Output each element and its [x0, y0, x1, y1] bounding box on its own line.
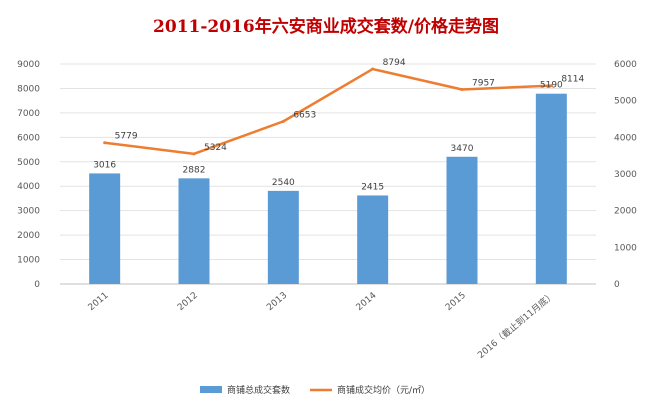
left-tick-label: 1000 [17, 256, 40, 266]
bar [267, 190, 299, 284]
right-tick-label: 3000 [614, 170, 637, 180]
bar [357, 195, 389, 284]
left-tick-label: 8000 [17, 84, 40, 94]
line-data-labels: 5779 5324 6653 8794 7957 8114 [115, 58, 585, 153]
left-tick-label: 9000 [17, 60, 40, 70]
bar-data-label: 2882 [183, 165, 206, 175]
bar [89, 173, 121, 284]
line-data-label: 5779 [115, 132, 138, 142]
bar [178, 178, 210, 284]
right-axis-ticks: 0 1000 2000 3000 4000 5000 6000 [614, 60, 637, 290]
left-tick-label: 6000 [17, 133, 40, 143]
right-tick-label: 4000 [614, 133, 637, 143]
line-point [103, 141, 107, 145]
right-tick-label: 5000 [614, 97, 637, 107]
line-point [549, 84, 553, 88]
x-tick-label: 2016（截止到11月底） [475, 289, 557, 361]
bar-series [89, 93, 567, 284]
left-axis-ticks: 0 1000 2000 3000 4000 5000 6000 7000 8000 9000 [17, 60, 40, 290]
x-tick-label: 2015 [444, 291, 468, 313]
bar-data-label: 3470 [451, 144, 474, 154]
bar [446, 156, 478, 284]
right-tick-label: 2000 [614, 207, 637, 217]
line-point [192, 152, 196, 156]
legend-swatch-bar [200, 386, 222, 393]
bar [535, 93, 567, 284]
bar-data-label: 2415 [361, 182, 384, 192]
line-data-label: 6653 [293, 110, 316, 120]
line-point [460, 87, 464, 91]
left-tick-label: 4000 [17, 182, 40, 192]
chart-title: 2011-2016年六安商业成交套数/价格走势图 [153, 16, 499, 37]
line-data-label: 7957 [472, 78, 495, 88]
gridlines [60, 63, 596, 285]
left-tick-label: 3000 [17, 207, 40, 217]
right-tick-label: 6000 [614, 60, 637, 70]
left-tick-label: 7000 [17, 109, 40, 119]
x-tick-label: 2012 [176, 291, 200, 313]
bar-data-label: 5190 [540, 81, 563, 91]
line-path [104, 67, 552, 156]
x-axis-ticks: 2011 2012 2013 2014 2015 2016（截止到11月底） [87, 289, 558, 361]
bar-data-label: 2540 [272, 178, 295, 188]
legend-label-line: 商铺成交均价（元/㎡） [337, 384, 430, 396]
line-point [371, 67, 375, 71]
bar-data-labels: 3016 2882 2540 2415 3470 5190 [93, 81, 563, 193]
line-point [281, 119, 285, 123]
line-series [103, 67, 553, 156]
line-data-label: 5324 [204, 143, 227, 153]
left-tick-label: 5000 [17, 158, 40, 168]
left-tick-label: 2000 [17, 231, 40, 241]
x-tick-label: 2013 [265, 291, 289, 313]
line-data-label: 8794 [383, 58, 406, 68]
legend: 商铺总成交套数 商铺成交均价（元/㎡） [200, 384, 430, 396]
right-tick-label: 1000 [614, 243, 637, 253]
right-tick-label: 0 [614, 280, 620, 290]
legend-label-bar: 商铺总成交套数 [227, 384, 290, 396]
x-tick-label: 2011 [87, 291, 111, 313]
bar-data-label: 3016 [93, 160, 116, 170]
line-data-label: 8114 [561, 75, 584, 85]
left-tick-label: 0 [34, 280, 40, 290]
x-tick-label: 2014 [355, 290, 379, 313]
